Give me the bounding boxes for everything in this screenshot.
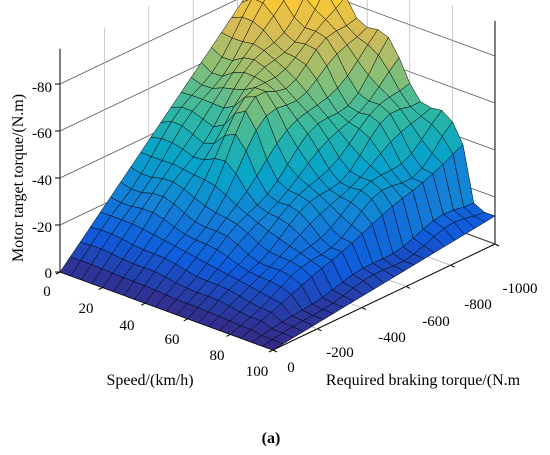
y-tick-labels: 0 -200 -400 -600 -800 -1000 bbox=[287, 281, 537, 376]
y-tick-label: -600 bbox=[422, 314, 450, 330]
y-axis-label: Required braking torque/(N.m bbox=[326, 372, 521, 389]
tick-mark bbox=[140, 302, 146, 306]
tick-mark bbox=[361, 307, 367, 311]
surface-cell bbox=[261, 339, 284, 351]
tick-mark bbox=[450, 264, 455, 268]
axis-line bbox=[272, 243, 496, 351]
x-tick-label: 40 bbox=[120, 318, 135, 334]
tick-mark bbox=[317, 328, 322, 332]
y-tick-label: -400 bbox=[378, 330, 406, 346]
z-tick-label: -60 bbox=[32, 126, 52, 142]
x-tick-labels: 0 20 40 60 80 100 bbox=[43, 284, 268, 380]
z-tick-label: -20 bbox=[32, 220, 52, 236]
tick-mark bbox=[226, 333, 231, 337]
surface-mesh bbox=[59, 0, 496, 351]
figure-caption: (a) bbox=[262, 430, 281, 447]
grid-line bbox=[59, 0, 237, 85]
tick-mark bbox=[268, 349, 274, 353]
y-tick-label: -800 bbox=[464, 297, 492, 313]
grid-line bbox=[340, 0, 496, 57]
z-axis-label: Motor target torque/(N.m) bbox=[10, 94, 27, 262]
tick-mark bbox=[494, 243, 500, 247]
tick-mark bbox=[272, 349, 278, 353]
z-tick-label: -80 bbox=[32, 80, 52, 96]
x-tick-label: 0 bbox=[43, 284, 51, 300]
tick-mark bbox=[183, 318, 189, 322]
z-tick-label: 0 bbox=[45, 266, 53, 282]
tick-mark bbox=[98, 287, 103, 291]
x-tick-label: 20 bbox=[79, 301, 94, 317]
x-tick-label: 100 bbox=[246, 364, 269, 380]
x-tick-label: 80 bbox=[210, 348, 225, 364]
z-tick-label: -40 bbox=[32, 173, 52, 189]
y-tick-label: -200 bbox=[326, 345, 354, 361]
y-tick-label: 0 bbox=[287, 360, 295, 376]
tick-mark bbox=[405, 285, 411, 289]
z-tick-labels: 0 -20 -40 -60 -80 bbox=[32, 80, 52, 282]
x-tick-label: 60 bbox=[165, 332, 180, 348]
x-axis-label: Speed/(km/h) bbox=[106, 372, 193, 389]
y-tick-label: -1000 bbox=[503, 281, 538, 297]
